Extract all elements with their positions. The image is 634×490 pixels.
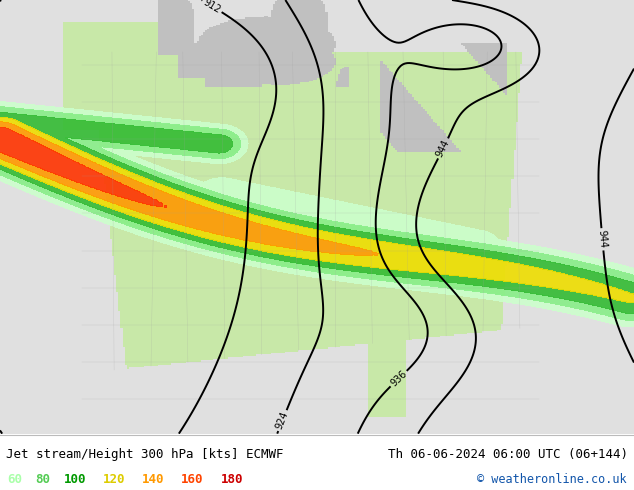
Text: Jet stream/Height 300 hPa [kts] ECMWF: Jet stream/Height 300 hPa [kts] ECMWF bbox=[6, 448, 284, 461]
Text: 120: 120 bbox=[103, 473, 125, 487]
Text: 180: 180 bbox=[221, 473, 243, 487]
Text: © weatheronline.co.uk: © weatheronline.co.uk bbox=[477, 473, 626, 487]
Text: 944: 944 bbox=[435, 138, 451, 159]
Text: 944: 944 bbox=[597, 230, 608, 249]
Text: Th 06-06-2024 06:00 UTC (06+144): Th 06-06-2024 06:00 UTC (06+144) bbox=[387, 448, 628, 461]
Text: 80: 80 bbox=[36, 473, 51, 487]
Text: 160: 160 bbox=[181, 473, 204, 487]
Text: 912: 912 bbox=[202, 0, 223, 15]
Text: 140: 140 bbox=[142, 473, 164, 487]
Text: 924: 924 bbox=[275, 410, 290, 431]
Text: 936: 936 bbox=[389, 368, 409, 389]
Text: 100: 100 bbox=[63, 473, 86, 487]
Text: 60: 60 bbox=[8, 473, 23, 487]
